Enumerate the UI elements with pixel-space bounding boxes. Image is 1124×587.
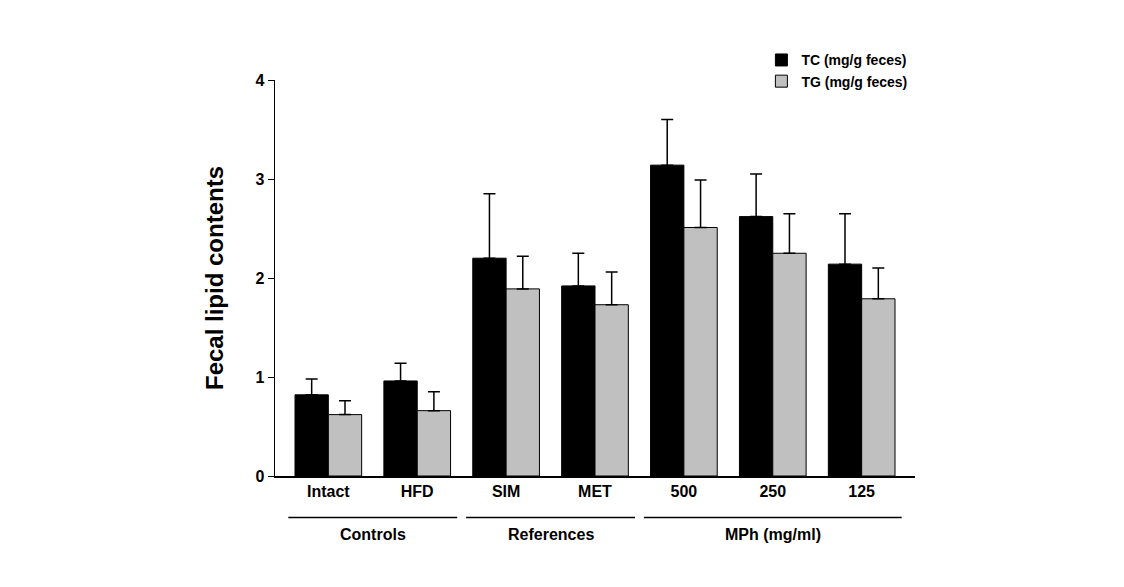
svg-text:SIM: SIM — [492, 483, 520, 500]
svg-text:3: 3 — [255, 171, 264, 188]
svg-text:250: 250 — [759, 483, 786, 500]
svg-text:4: 4 — [255, 72, 264, 89]
svg-text:1: 1 — [255, 369, 264, 386]
svg-text:References: References — [508, 526, 594, 543]
svg-text:125: 125 — [848, 483, 875, 500]
svg-text:0: 0 — [255, 468, 264, 485]
svg-text:2: 2 — [255, 270, 264, 287]
svg-text:MPh (mg/ml): MPh (mg/ml) — [725, 526, 821, 543]
svg-text:Controls: Controls — [340, 526, 406, 543]
svg-text:Fecal lipid contents: Fecal lipid contents — [201, 166, 228, 390]
svg-text:HFD: HFD — [401, 483, 434, 500]
svg-text:Intact: Intact — [307, 483, 350, 500]
svg-text:TG (mg/g feces): TG (mg/g feces) — [801, 74, 907, 90]
svg-text:MET: MET — [578, 483, 612, 500]
svg-text:500: 500 — [671, 483, 698, 500]
svg-text:TC (mg/g feces): TC (mg/g feces) — [801, 52, 906, 68]
